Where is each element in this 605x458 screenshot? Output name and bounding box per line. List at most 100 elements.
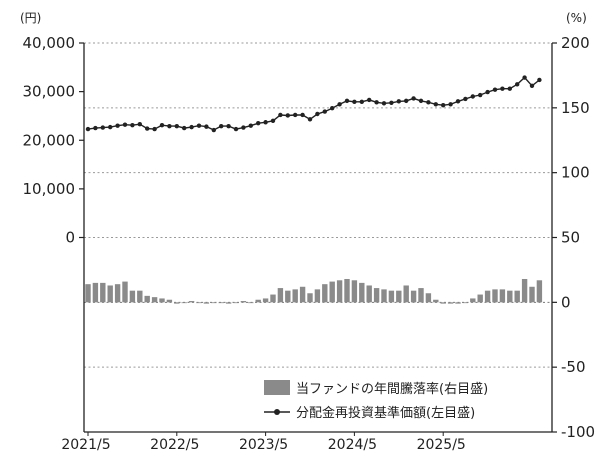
bar — [492, 289, 498, 303]
bar — [137, 290, 143, 303]
x-tick-label: 2025/5 — [417, 437, 466, 453]
axes — [83, 43, 553, 433]
line-point — [130, 122, 135, 128]
bar — [270, 294, 276, 303]
legend-bar-swatch — [264, 380, 290, 395]
line-point — [167, 123, 172, 129]
bar — [418, 288, 424, 303]
bar — [403, 285, 409, 303]
bar — [514, 290, 520, 303]
line-point — [381, 101, 387, 106]
line-point — [529, 83, 535, 88]
line-point — [500, 86, 505, 91]
series-line — [87, 76, 540, 131]
left-unit-label: (円) — [20, 11, 41, 25]
bar — [440, 302, 446, 304]
x-tick-label: 2023/5 — [239, 437, 288, 453]
line-point — [418, 98, 424, 104]
bar — [114, 284, 121, 303]
bar — [462, 302, 469, 304]
bar — [285, 290, 291, 303]
line-point — [248, 123, 253, 128]
line-point — [344, 98, 350, 104]
line-point — [219, 123, 224, 129]
right-tick-label: 200 — [561, 34, 590, 52]
bar — [174, 302, 180, 304]
bar — [447, 302, 454, 304]
bar — [211, 302, 217, 304]
bar — [100, 282, 106, 303]
left-tick-label: 30,000 — [23, 83, 76, 101]
bar — [314, 289, 321, 303]
bar — [218, 302, 224, 304]
line-point — [204, 124, 209, 129]
gridlines — [79, 42, 557, 436]
line-point — [300, 112, 305, 118]
line-point — [330, 105, 335, 111]
bar — [203, 302, 210, 304]
line-point — [322, 109, 327, 114]
line-point — [374, 100, 379, 105]
bar — [225, 302, 232, 304]
right-tick-label: 0 — [561, 293, 571, 311]
right-unit-label: (%) — [566, 11, 587, 25]
line-point — [522, 75, 527, 80]
bar — [336, 280, 343, 303]
line-point — [433, 102, 438, 107]
bar — [329, 281, 335, 303]
x-tick-label: 2024/5 — [328, 437, 377, 453]
line-point — [537, 77, 542, 83]
bar-series — [85, 278, 543, 304]
bar — [255, 299, 261, 303]
line-point — [426, 100, 431, 105]
bar — [159, 298, 165, 303]
line-point — [337, 102, 342, 107]
bar — [92, 282, 99, 303]
bar — [277, 288, 284, 303]
line-point — [455, 99, 461, 104]
legend-line-marker — [274, 409, 280, 415]
line-point — [108, 124, 113, 130]
bar — [196, 302, 202, 304]
line-point — [367, 97, 372, 103]
line-point — [315, 111, 320, 117]
bar — [381, 289, 387, 303]
line-point — [396, 99, 401, 104]
right-tick-label: 150 — [561, 99, 590, 117]
line-point — [389, 100, 394, 106]
bar — [536, 280, 543, 303]
bar — [366, 285, 372, 303]
line-point — [182, 125, 187, 131]
line-point — [85, 126, 91, 132]
bar — [351, 280, 358, 303]
bar — [129, 290, 136, 303]
line-point — [352, 99, 357, 105]
line-point — [515, 82, 520, 87]
bar — [470, 298, 476, 303]
line-series — [85, 75, 542, 133]
line-point — [174, 123, 179, 129]
line-point — [470, 94, 475, 99]
line-point — [122, 122, 128, 127]
bar — [292, 289, 298, 303]
line-point — [285, 113, 290, 118]
left-tick-label: 10,000 — [23, 180, 76, 198]
bar — [507, 290, 513, 303]
legend-bar-label: 当ファンドの年間騰落率(右目盛) — [296, 381, 488, 397]
bar — [322, 284, 328, 303]
legend: 当ファンドの年間騰落率(右目盛) 分配金再投資基準価額(左目盛) — [264, 380, 488, 421]
right-tick-label: 100 — [561, 164, 590, 182]
line-point — [233, 126, 239, 132]
bar — [248, 302, 254, 304]
bar — [299, 286, 306, 303]
bar — [122, 281, 128, 303]
bar — [144, 295, 150, 303]
line-point — [270, 118, 276, 124]
line-point — [404, 98, 409, 104]
left-tick-label: 20,000 — [23, 131, 76, 149]
bar — [529, 286, 535, 303]
line-point — [189, 124, 194, 130]
line-point — [115, 123, 120, 128]
bar — [262, 298, 269, 303]
line-point — [226, 123, 231, 129]
